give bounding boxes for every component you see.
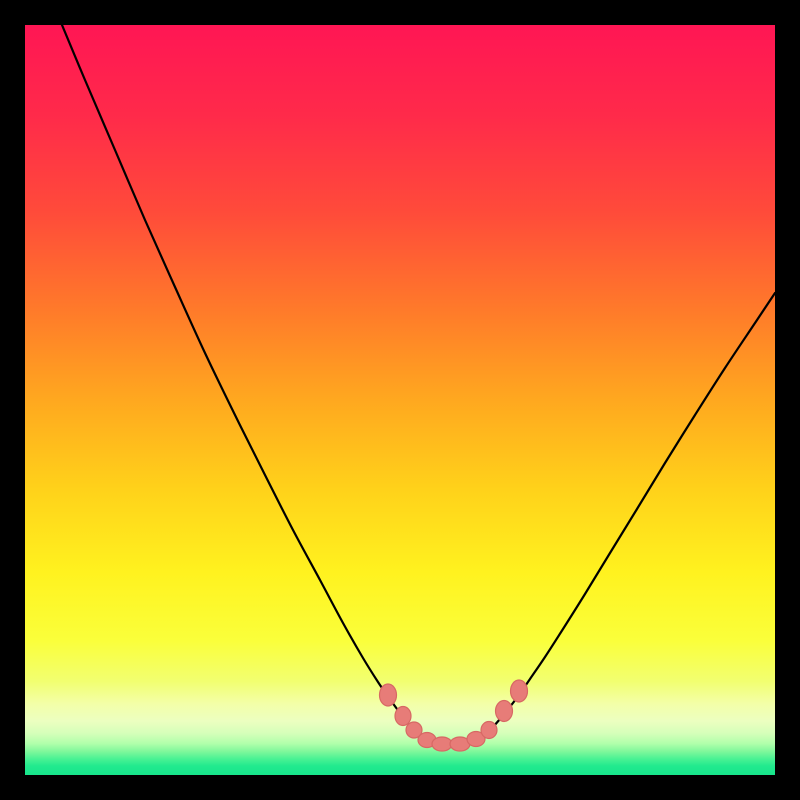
chart-border-frame <box>0 0 800 800</box>
